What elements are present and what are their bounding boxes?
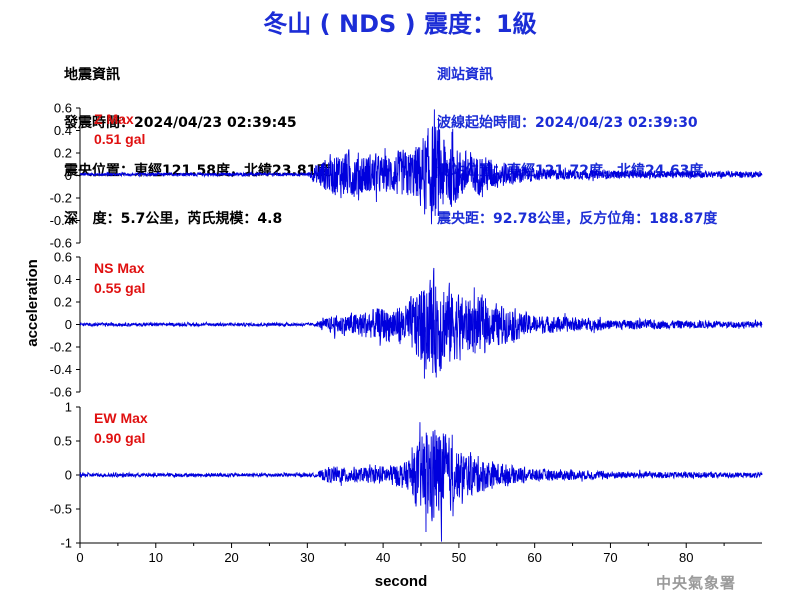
y-tick-label: 0.4 [54,272,72,287]
page-title: 冬山 ( NDS ) 震度：1級 [263,10,537,38]
x-tick-label: 50 [452,550,466,565]
series-name-label: NS Max [94,260,145,276]
x-axis-label: second [375,573,428,590]
agency-watermark: 中央氣象署 [656,574,737,592]
y-tick-label: -0.4 [50,213,72,228]
y-tick-label: 0.2 [54,146,72,161]
wave-start-time: 波線起始時間：2024/04/23 02:39:30 [437,115,698,131]
y-tick-label: 0 [65,168,72,183]
series-max-label: 0.90 gal [94,430,145,446]
y-tick-label: 0.6 [54,101,72,116]
y-tick-label: 0.6 [54,250,72,265]
x-tick-label: 40 [376,550,390,565]
y-tick-label: -0.5 [50,502,72,517]
y-tick-label: -0.6 [50,236,72,251]
y-tick-label: 0 [65,317,72,332]
y-tick-label: 0.5 [54,434,72,449]
x-tick-label: 10 [149,550,163,565]
station-info-heading: 測站資訊 [437,67,493,83]
y-tick-label: -0.6 [50,385,72,400]
x-tick-label: 80 [679,550,693,565]
series-max-label: 0.55 gal [94,280,145,296]
series-max-label: 0.51 gal [94,131,145,147]
waveform-ns-max [79,267,763,379]
y-tick-label: 0.4 [54,123,72,138]
depth-magnitude: 深 度：5.7公里，芮氏規模：4.8 [64,211,283,227]
y-tick-label: -1 [60,536,72,551]
distance-azimuth: 震央距：92.78公里，反方位角：188.87度 [437,211,718,227]
x-tick-label: 20 [224,550,238,565]
x-tick-label: 30 [300,550,314,565]
series-name-label: Z Max [94,111,134,127]
y-axis-label: acceleration [24,259,41,347]
waveform-z-max [79,109,763,225]
origin-time: 發震時間：2024/04/23 02:39:45 [64,115,297,131]
waveform-ew-max [79,422,763,542]
x-tick-label: 0 [76,550,83,565]
earthquake-info-heading: 地震資訊 [64,67,120,83]
y-tick-label: 1 [65,400,72,415]
y-tick-label: 0.2 [54,295,72,310]
y-tick-label: -0.2 [50,340,72,355]
earthquake-info: 地震資訊 發震時間：2024/04/23 02:39:45 震央位置：東經121… [64,35,330,243]
x-tick-label: 60 [527,550,541,565]
x-tick-label: 70 [603,550,617,565]
series-name-label: EW Max [94,410,148,426]
y-tick-label: -0.2 [50,191,72,206]
y-tick-label: 0 [65,468,72,483]
y-tick-label: -0.4 [50,362,72,377]
